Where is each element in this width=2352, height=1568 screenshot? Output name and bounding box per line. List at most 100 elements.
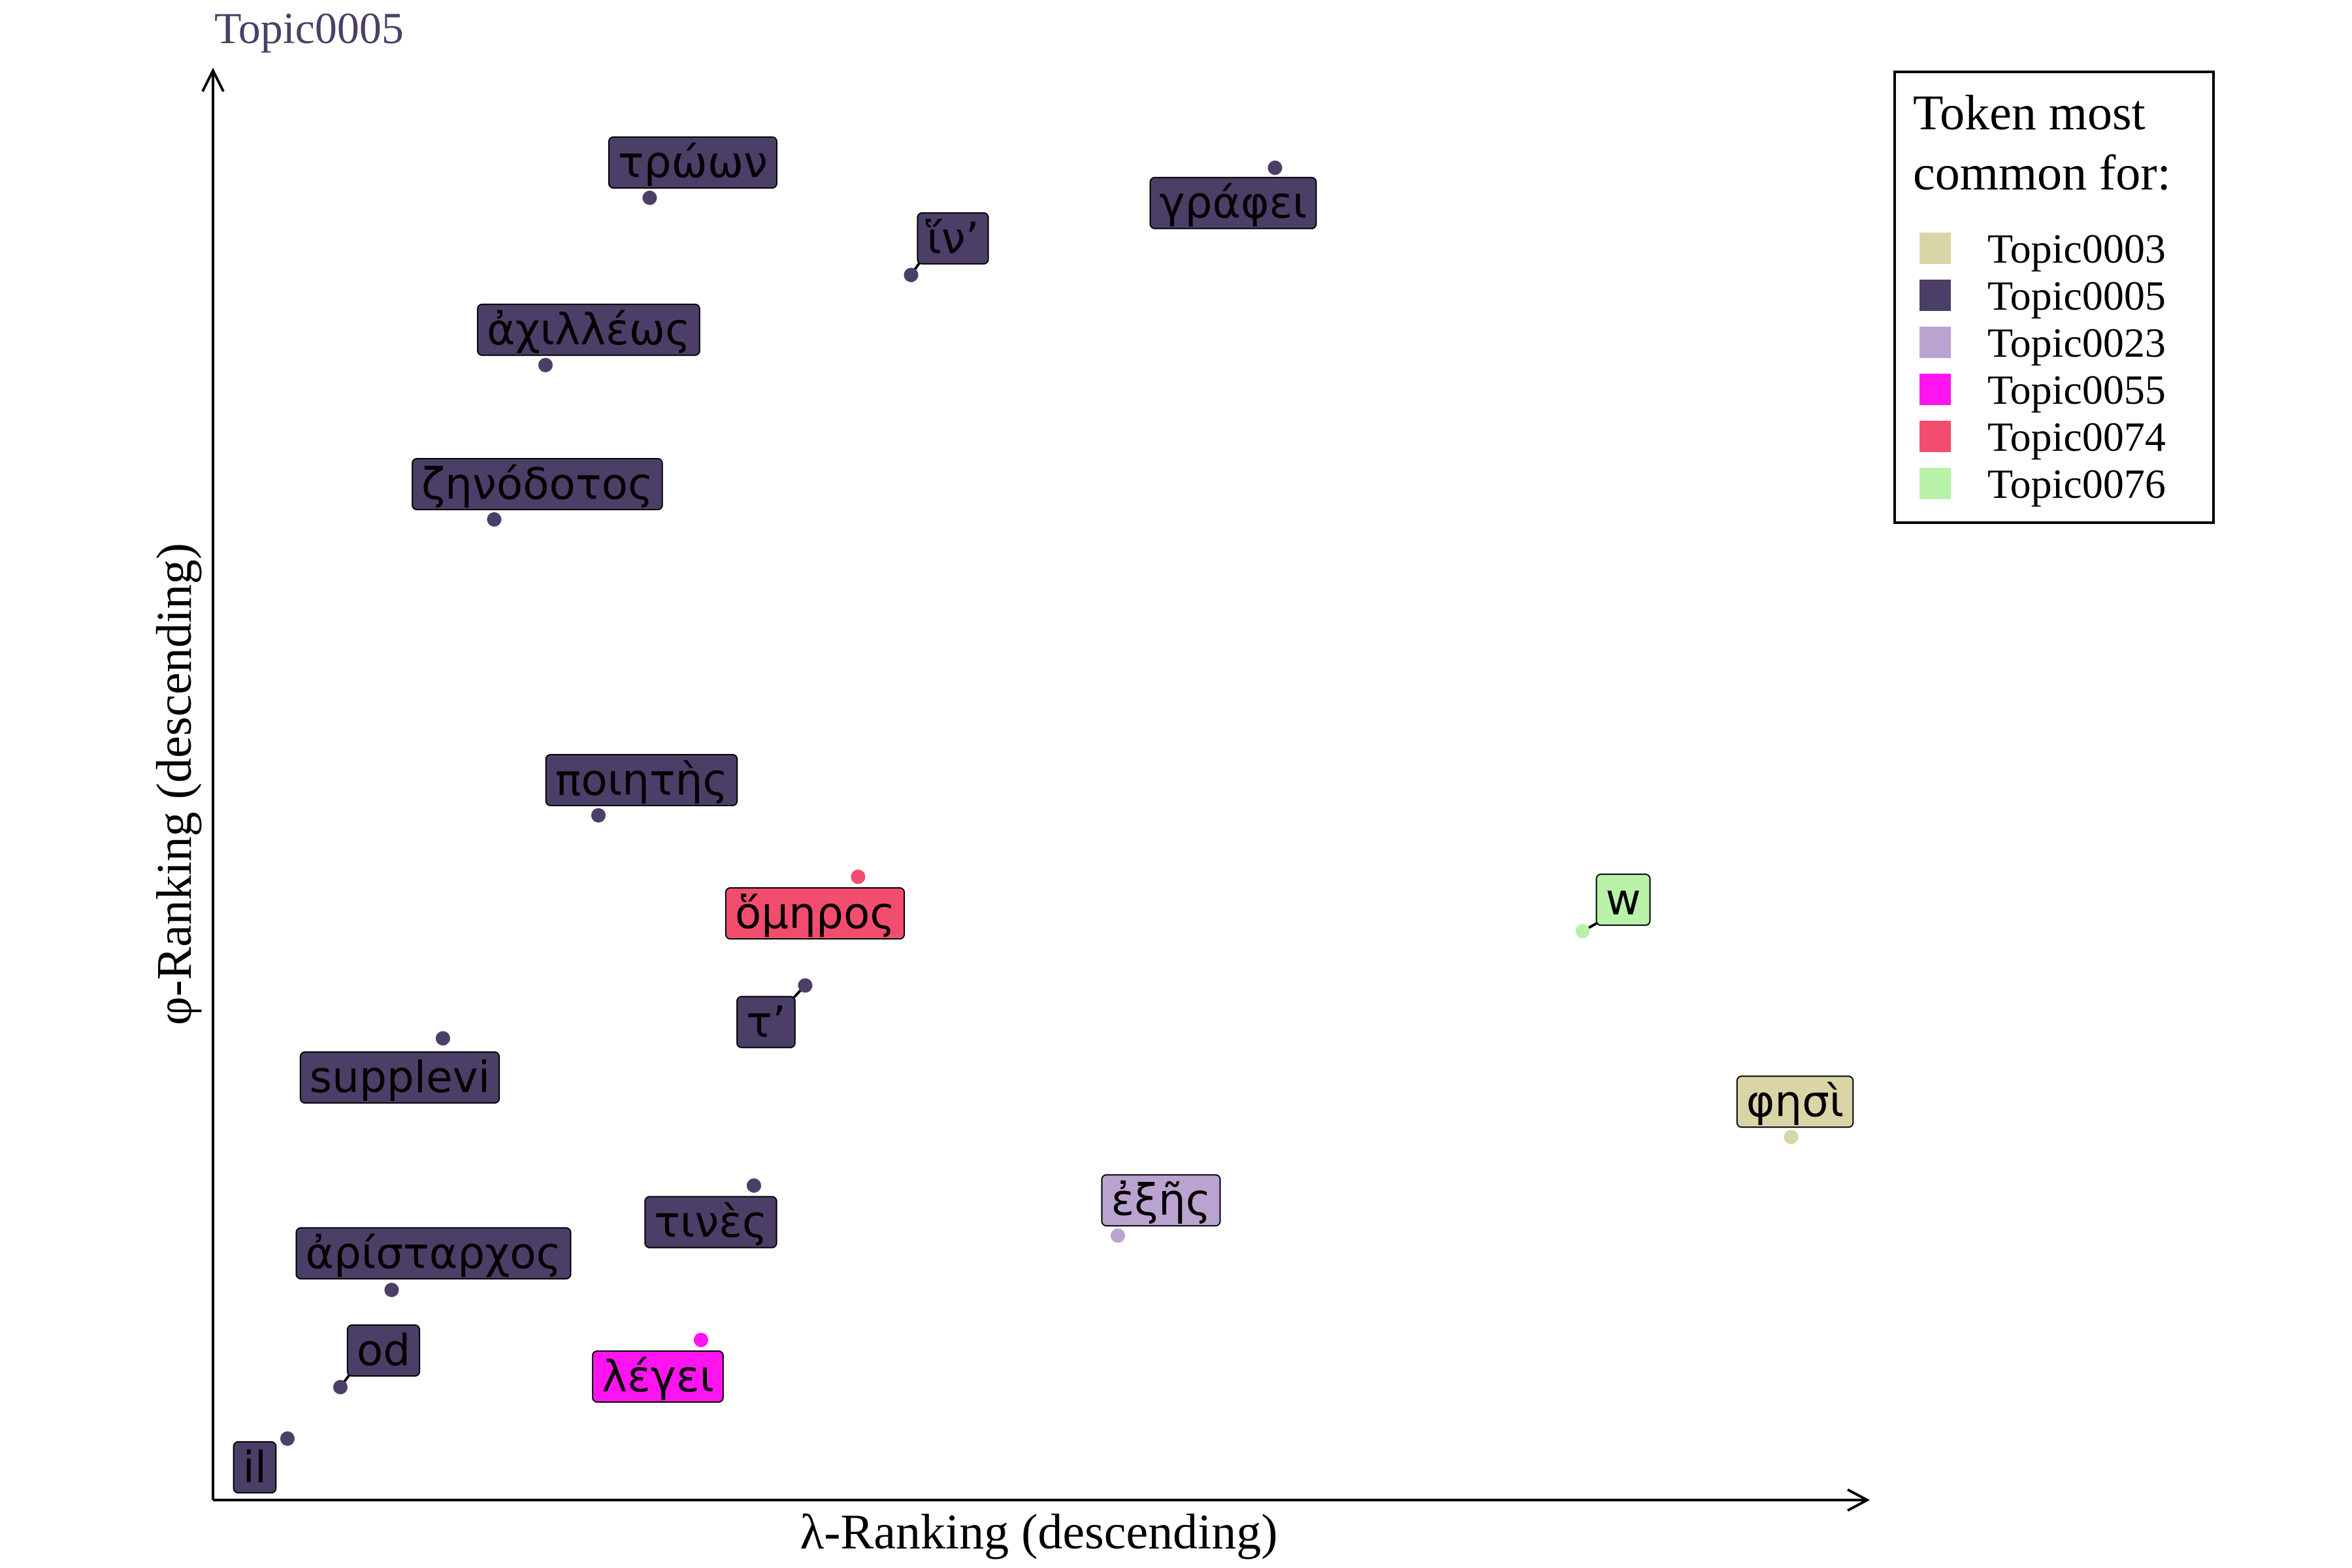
token-label-box: [644, 1196, 777, 1249]
legend-item: Topic0003: [1919, 225, 2166, 272]
legend-title-line-2: common for:: [1913, 146, 2171, 201]
data-point: [435, 1031, 450, 1046]
token-label-box: [592, 1350, 724, 1403]
legend-swatch: [1919, 233, 1951, 264]
data-point: [591, 808, 606, 823]
token-label: ἀρίσταρχος: [295, 1227, 572, 1280]
legend-swatch: [1919, 468, 1951, 499]
token-label-text: ἐξῆς: [1111, 1175, 1211, 1226]
chart-title: Topic0005: [214, 3, 404, 53]
legend-title-line-1: Token most: [1913, 86, 2146, 140]
legend-item: Topic0074: [1919, 414, 2166, 460]
legend-item: Topic0076: [1919, 461, 2166, 507]
token-label-text: ἀχιλλέως: [487, 304, 691, 355]
legend-swatch: [1919, 280, 1951, 311]
token-label-text: ἀρίσταρχος: [305, 1228, 561, 1279]
data-points: [280, 160, 1799, 1446]
token-label-box: [1149, 176, 1317, 229]
token-label: τ’: [736, 996, 796, 1049]
token-label: od: [346, 1324, 421, 1377]
data-point: [693, 1332, 708, 1347]
legend: Token most common for: Topic0003Topic000…: [1893, 71, 2215, 524]
token-label-text: ἵν’: [925, 213, 979, 263]
token-label-text: supplevi: [310, 1053, 490, 1103]
legend-entries: Topic0003Topic0005Topic0023Topic0055Topi…: [1919, 225, 2166, 507]
data-point: [1267, 160, 1282, 175]
token-label: ὅμηρος: [725, 887, 906, 940]
token-label-text: w: [1606, 875, 1641, 925]
data-point: [851, 870, 866, 885]
token-label-text: ποιητὴς: [555, 755, 728, 805]
axes: [201, 67, 1870, 1512]
token-label-box: [295, 1227, 572, 1280]
token-label: λέγει: [592, 1350, 724, 1403]
y-axis-label: φ-Ranking (descending): [147, 543, 202, 1025]
data-point: [280, 1431, 295, 1446]
token-label-text: τινὲς: [654, 1197, 767, 1247]
token-label: ποιητὴς: [545, 753, 738, 806]
token-label-text: ζηνόδοτος: [421, 459, 653, 509]
token-label-box: [545, 753, 738, 806]
token-label-text: ὅμηρος: [735, 888, 895, 938]
legend-label: Topic0023: [1987, 319, 2166, 366]
legend-label: Topic0055: [1987, 367, 2166, 413]
token-label: supplevi: [299, 1051, 500, 1104]
y-axis-arrow: [201, 67, 225, 92]
token-label: τρώων: [608, 136, 777, 189]
token-label-box: [917, 212, 989, 265]
legend-swatch: [1919, 327, 1951, 358]
token-label: ἵν’: [917, 212, 989, 265]
token-label: il: [233, 1441, 277, 1494]
token-label: τινὲς: [644, 1196, 777, 1249]
data-point: [487, 512, 502, 527]
token-label-box: [1101, 1174, 1221, 1227]
x-axis-label: λ-Ranking (descending): [800, 1505, 1277, 1560]
data-point: [904, 267, 919, 282]
data-point: [1784, 1130, 1799, 1145]
token-label: ζηνόδοτος: [412, 458, 663, 511]
legend-item: Topic0055: [1919, 367, 2166, 413]
data-point: [1575, 924, 1590, 939]
token-label-text: od: [357, 1326, 410, 1376]
data-point: [642, 190, 657, 205]
legend-swatch: [1919, 374, 1951, 405]
token-label-box: [299, 1051, 500, 1104]
legend-label: Topic0003: [1987, 225, 2166, 272]
token-label-box: [736, 996, 796, 1049]
label-connectors: [339, 259, 1601, 1388]
data-point: [384, 1282, 399, 1298]
data-point: [538, 357, 553, 372]
token-label-text: τ’: [746, 997, 786, 1047]
token-label-text: λέγει: [602, 1351, 714, 1401]
legend-item: Topic0005: [1919, 272, 2166, 319]
legend-label: Topic0074: [1987, 414, 2166, 460]
token-label-box: [1736, 1075, 1854, 1128]
token-label-box: [477, 303, 700, 356]
token-label-box: [1595, 874, 1651, 926]
token-label-text: φησὶ: [1746, 1077, 1844, 1127]
token-label: ἐξῆς: [1101, 1174, 1221, 1227]
x-axis-arrow: [1847, 1488, 1870, 1512]
data-point: [746, 1178, 761, 1193]
token-label-box: [725, 887, 906, 940]
token-label: ἀχιλλέως: [477, 303, 700, 356]
legend-label: Topic0005: [1987, 272, 2166, 319]
legend-item: Topic0023: [1919, 319, 2166, 366]
data-point: [1111, 1228, 1126, 1243]
token-label-box: [412, 458, 663, 511]
token-label-box: [233, 1441, 277, 1494]
token-label: φησὶ: [1736, 1075, 1854, 1128]
token-label-text: τρώων: [618, 137, 768, 188]
data-point: [798, 978, 813, 993]
token-label-text: γράφει: [1160, 178, 1307, 228]
legend-swatch: [1919, 421, 1951, 452]
token-label-text: il: [243, 1442, 267, 1492]
token-labels: τρώων ἵν’ γράφει ἀχιλλέως ζηνόδοτος ποιητὴς ὅμ…: [233, 136, 1854, 1494]
token-label-box: [608, 136, 777, 189]
data-point: [333, 1380, 348, 1395]
token-label: w: [1595, 874, 1651, 926]
token-label-box: [346, 1324, 421, 1377]
token-label: γράφει: [1149, 176, 1317, 229]
legend-label: Topic0076: [1987, 461, 2166, 507]
